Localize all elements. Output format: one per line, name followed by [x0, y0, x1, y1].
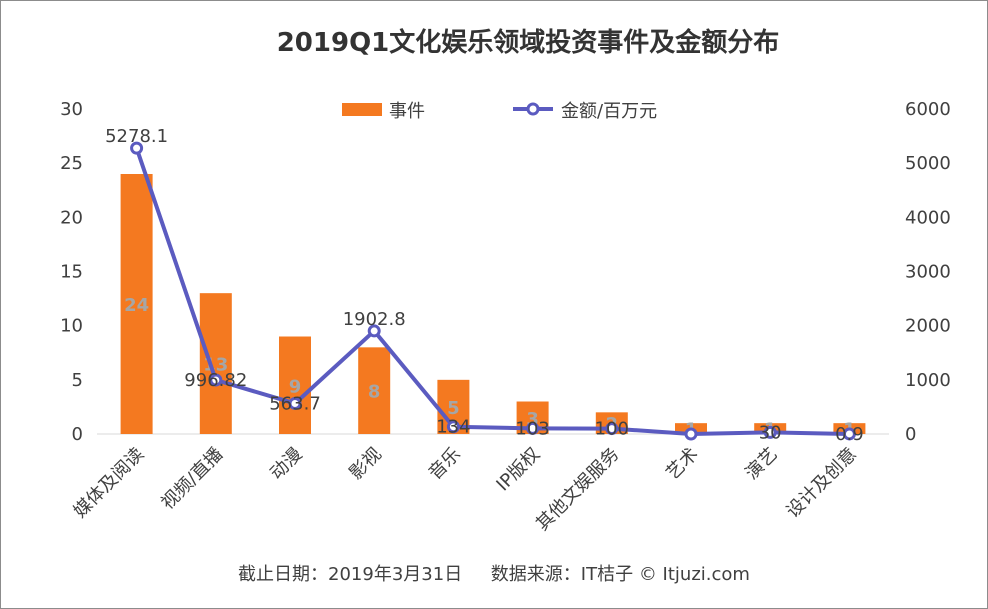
category-label: 设计及创意: [782, 444, 860, 522]
amount-point: [209, 373, 223, 387]
bar-value-label: 5: [447, 398, 460, 419]
amount-value-label: 5278.1: [105, 126, 168, 147]
legend-swatch-amount-marker: [526, 102, 540, 116]
left-axis-tick-label: 5: [72, 370, 83, 391]
amount-value-label: 996.82: [184, 370, 247, 391]
amount-value-label: 30: [759, 422, 782, 443]
category-label: 媒体及阅读: [70, 444, 148, 522]
left-axis-tick-label: 25: [60, 153, 83, 174]
legend-label-events: 事件: [389, 101, 425, 122]
amount-value-label: 0.9: [835, 424, 864, 445]
bar-events: [358, 347, 391, 434]
line-data-labels: 5278.1 996.82 563.7 1902.8 134 103 100 30 0.9: [105, 126, 864, 445]
left-axis-tick-label: 0: [72, 424, 83, 445]
right-axis: 0 1000 2000 3000 4000 5000 6000: [905, 99, 951, 445]
category-label: IP版权: [492, 444, 544, 496]
amount-point: [526, 421, 540, 435]
amount-point: [763, 425, 777, 439]
bar-events: [279, 336, 311, 434]
amount-point: [684, 427, 698, 441]
chart-title: 2019Q1文化娱乐领域投资事件及金额分布: [277, 27, 780, 58]
right-axis-tick-label: 6000: [905, 99, 951, 120]
right-axis-tick-label: 1000: [905, 370, 951, 391]
legend-label-amount: 金额/百万元: [561, 101, 657, 122]
right-axis-tick-label: 5000: [905, 153, 951, 174]
left-axis-tick-label: 15: [60, 262, 83, 283]
amount-point: [605, 422, 619, 436]
bar-data-labels: 241398532111: [124, 295, 856, 441]
amount-value-label: 1902.8: [343, 309, 406, 330]
category-label: 演艺: [741, 444, 781, 484]
left-axis: 0 5 10 15 20 25 30: [60, 99, 83, 445]
amount-value-label: 103: [515, 418, 549, 439]
category-label: 其他文娱服务: [532, 444, 623, 535]
bar-series-events: [120, 174, 866, 434]
bar-value-label: 9: [289, 376, 302, 397]
right-axis-tick-label: 2000: [905, 316, 951, 337]
legend-swatch-events: [342, 103, 382, 116]
amount-value-label: 134: [436, 417, 470, 438]
bar-value-label: 24: [124, 295, 149, 316]
amount-point: [288, 396, 302, 410]
amount-point: [367, 324, 381, 338]
line-series-amount: [130, 141, 856, 441]
category-label: 动漫: [266, 444, 306, 484]
category-label: 音乐: [425, 444, 465, 484]
amount-value-label: 563.7: [269, 393, 321, 414]
amount-point: [130, 141, 144, 155]
category-label: 视频/直播: [157, 444, 227, 514]
amount-value-label: 100: [595, 419, 629, 440]
category-label: 艺术: [662, 444, 702, 484]
left-axis-tick-label: 20: [60, 207, 83, 228]
amount-point: [842, 427, 856, 441]
bar-events: [199, 293, 232, 434]
right-axis-tick-label: 3000: [905, 262, 951, 283]
bar-value-label: 8: [368, 382, 381, 403]
source-note: 截止日期：2019年3月31日 数据来源：IT桔子 © Itjuzi.com: [238, 564, 750, 585]
right-axis-tick-label: 4000: [905, 207, 951, 228]
amount-point: [446, 420, 460, 434]
category-label: 影视: [345, 444, 385, 484]
right-axis-tick-label: 0: [905, 424, 916, 445]
amount-line: [134, 147, 850, 436]
left-axis-tick-label: 10: [60, 316, 83, 337]
bar-events: [120, 174, 153, 434]
left-axis-tick-label: 30: [60, 99, 83, 120]
legend: 事件 金额/百万元: [342, 101, 657, 122]
